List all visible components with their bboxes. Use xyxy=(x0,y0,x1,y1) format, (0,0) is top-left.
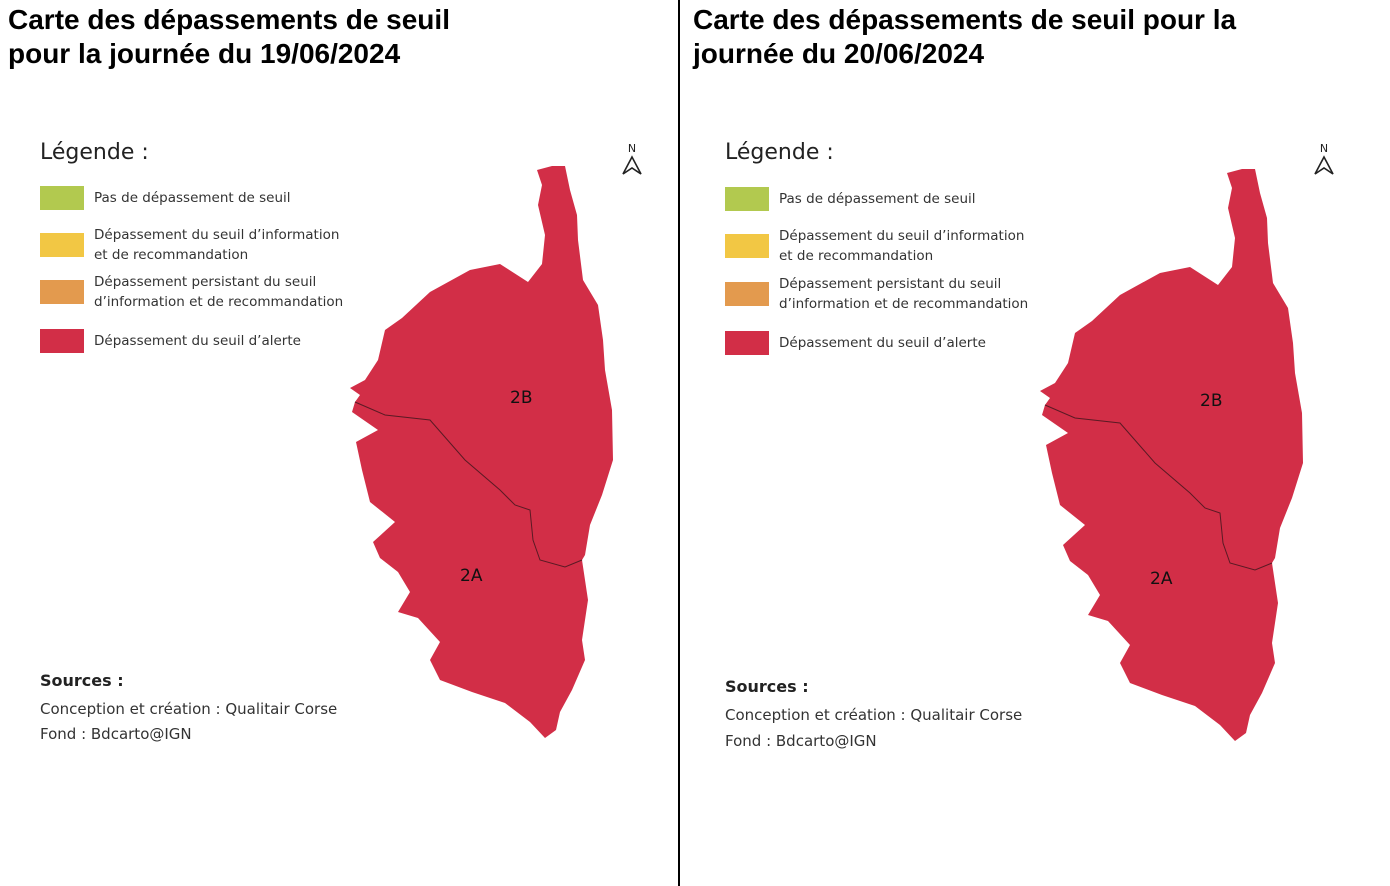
title-line: journée du 20/06/2024 xyxy=(693,38,985,69)
sources-credit: Conception et création : Qualitair Corse xyxy=(725,706,1023,724)
sources-credit: Conception et création : Qualitair Corse xyxy=(40,700,338,718)
legend-label: Dépassement du seuil d’alerte xyxy=(94,333,301,349)
legend-swatch xyxy=(725,282,769,306)
legend-item-none: Pas de dépassement de seuil xyxy=(725,187,976,211)
map-panel-20-06: Carte des dépassements de seuil pour la … xyxy=(680,0,1390,886)
region-2B xyxy=(350,166,613,567)
legend-label: Dépassement du seuil d’information xyxy=(94,227,340,243)
legend-item-info: Dépassement du seuil d’information et de … xyxy=(40,225,339,265)
legend-swatch xyxy=(40,280,84,304)
legend-label: et de recommandation xyxy=(94,247,249,263)
legend-swatch xyxy=(40,329,84,353)
corsica-map: 2B 2A xyxy=(350,166,613,738)
north-label: N xyxy=(627,142,637,155)
legend-title: Légende : xyxy=(725,140,834,165)
legend-item-info: Dépassement du seuil d’information et de … xyxy=(725,226,1024,266)
legend-swatch xyxy=(725,234,769,258)
region-2A xyxy=(1042,405,1278,741)
sources-title: Sources : xyxy=(725,677,809,696)
label-2A: 2A xyxy=(460,566,483,586)
sources-base: Fond : Bdcarto@IGN xyxy=(725,732,877,750)
legend-swatch xyxy=(725,331,769,355)
panel-divider xyxy=(678,0,680,886)
legend-title: Légende : xyxy=(40,140,149,165)
map-title: Carte des dépassements de seuil pour la … xyxy=(693,3,1236,71)
legend-item-persistent: Dépassement persistant du seuil d’informa… xyxy=(40,272,343,312)
legend-item-alert: Dépassement du seuil d’alerte xyxy=(725,331,986,355)
legend-label: et de recommandation xyxy=(779,248,934,264)
legend-item-persistent: Dépassement persistant du seuil d’informa… xyxy=(725,274,1028,314)
legend-label: Dépassement du seuil d’information xyxy=(779,228,1025,244)
legend-swatch xyxy=(40,186,84,210)
corsica-map: 2B 2A xyxy=(1040,169,1303,741)
legend-item-alert: Dépassement du seuil d’alerte xyxy=(40,329,301,353)
legend-label: d’information et de recommandation xyxy=(94,294,344,310)
north-label: N xyxy=(1319,142,1329,155)
legend-label: Pas de dépassement de seuil xyxy=(94,190,291,206)
north-arrow-icon: N xyxy=(620,142,644,178)
legend-item-none: Pas de dépassement de seuil xyxy=(40,186,291,210)
label-2B: 2B xyxy=(1200,391,1222,411)
label-2A: 2A xyxy=(1150,569,1173,589)
north-arrow-icon: N xyxy=(1312,142,1336,178)
legend-swatch xyxy=(725,187,769,211)
label-2B: 2B xyxy=(510,388,532,408)
title-line: Carte des dépassements de seuil xyxy=(8,4,450,35)
map-title: Carte des dépassements de seuil pour la … xyxy=(8,3,450,71)
department-border xyxy=(354,401,583,568)
sources-base: Fond : Bdcarto@IGN xyxy=(40,725,192,743)
legend-label: Dépassement du seuil d’alerte xyxy=(779,335,986,351)
sources-title: Sources : xyxy=(40,671,124,690)
legend-label: Pas de dépassement de seuil xyxy=(779,191,976,207)
department-border xyxy=(1044,404,1273,571)
map-panel-19-06: Carte des dépassements de seuil pour la … xyxy=(0,0,678,886)
legend-label: d’information et de recommandation xyxy=(779,296,1029,312)
legend-label: Dépassement persistant du seuil xyxy=(779,276,1002,292)
title-line: pour la journée du 19/06/2024 xyxy=(8,38,401,69)
region-2A xyxy=(352,402,588,738)
legend-swatch xyxy=(40,233,84,257)
title-line: Carte des dépassements de seuil pour la xyxy=(693,4,1237,35)
region-2B xyxy=(1040,169,1303,570)
legend-label: Dépassement persistant du seuil xyxy=(94,274,317,290)
